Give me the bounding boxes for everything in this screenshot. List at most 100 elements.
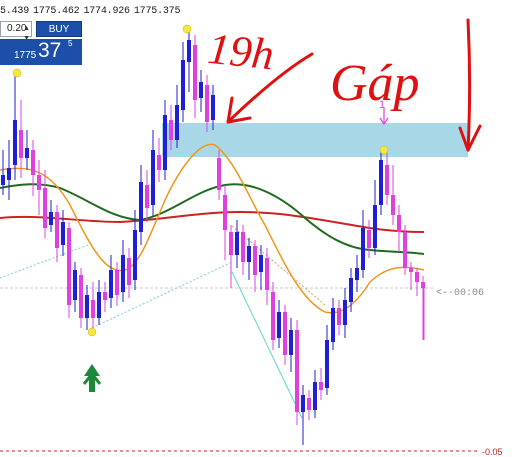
candle-body bbox=[379, 160, 383, 205]
candle-body bbox=[277, 312, 281, 338]
candle-body bbox=[199, 82, 203, 98]
candle-body bbox=[343, 300, 347, 325]
candle-body bbox=[253, 246, 257, 275]
price-small-digit: 5 bbox=[68, 39, 73, 48]
handwritten-time-note: 19h bbox=[205, 24, 276, 80]
candle-body bbox=[373, 205, 377, 248]
candle-body bbox=[157, 155, 161, 170]
candle-body bbox=[133, 230, 137, 280]
candle-body bbox=[61, 222, 65, 245]
candle-body bbox=[37, 175, 41, 190]
candle-body bbox=[91, 300, 95, 318]
up-arrow-icon bbox=[82, 364, 102, 392]
candle-body bbox=[319, 382, 323, 390]
candle-body bbox=[301, 395, 305, 412]
candle-body bbox=[145, 185, 149, 208]
candle-body bbox=[235, 232, 239, 255]
handwritten-down-arrow-icon bbox=[458, 18, 482, 152]
candle-body bbox=[307, 398, 311, 410]
candle-body bbox=[7, 168, 11, 180]
fractal-down-marker-icon bbox=[379, 108, 389, 126]
buy-button[interactable]: BUY bbox=[36, 21, 82, 37]
candle-body bbox=[211, 95, 215, 120]
candle-body bbox=[97, 292, 101, 318]
candle-body bbox=[181, 60, 185, 110]
candle-body bbox=[85, 295, 89, 318]
candle-body bbox=[241, 232, 245, 262]
candle-body bbox=[13, 120, 17, 165]
lot-size-value: 0.20 bbox=[7, 23, 27, 34]
candle-body bbox=[385, 165, 389, 195]
price-prefix: 1775 bbox=[14, 50, 37, 61]
candle-body bbox=[283, 312, 287, 355]
handwritten-arrow-icon bbox=[226, 52, 314, 124]
bar-countdown: <--00:06 bbox=[436, 288, 485, 299]
candle-body bbox=[115, 270, 119, 295]
lot-size-input[interactable]: 0.20 ▲▼ bbox=[0, 21, 32, 42]
candle-body bbox=[289, 330, 293, 355]
candlestick-series bbox=[1, 30, 425, 445]
support-line-dashed-2 bbox=[91, 261, 233, 329]
candle-body bbox=[43, 188, 47, 228]
candle-body bbox=[49, 212, 53, 225]
candle-body bbox=[25, 148, 29, 158]
candle-body bbox=[229, 232, 233, 255]
gap-zone bbox=[162, 123, 468, 157]
candle-body bbox=[1, 175, 5, 185]
candle-body bbox=[139, 182, 143, 232]
buy-price-box[interactable]: 1775 37 5 bbox=[0, 39, 82, 65]
quote-bar: 5.439 1775.462 1774.926 1775.375 bbox=[0, 6, 184, 20]
candle-body bbox=[415, 272, 419, 282]
candle-body bbox=[421, 282, 425, 288]
candle-body bbox=[367, 230, 371, 248]
candle-body bbox=[55, 212, 59, 248]
candle-body bbox=[391, 195, 395, 215]
candle-body bbox=[295, 330, 299, 412]
lot-stepper-icon[interactable]: ▲▼ bbox=[23, 25, 30, 42]
candle-body bbox=[67, 228, 71, 305]
candle-body bbox=[121, 255, 125, 292]
candle-body bbox=[79, 275, 83, 318]
candle-body bbox=[193, 45, 197, 100]
candle-body bbox=[361, 228, 365, 270]
zigzag-down-line bbox=[231, 271, 303, 419]
fractal-dot bbox=[87, 327, 97, 337]
candle-body bbox=[127, 258, 131, 285]
quote-value: 1775.375 bbox=[133, 6, 181, 17]
candle-body bbox=[265, 258, 269, 290]
bottom-price-label: -0.05 bbox=[482, 447, 503, 457]
candle-body bbox=[103, 292, 107, 300]
candle-body bbox=[313, 382, 317, 410]
quote-value: 1774.926 bbox=[83, 6, 130, 17]
candle-body bbox=[331, 308, 335, 342]
candle-body bbox=[19, 130, 23, 158]
candle-body bbox=[397, 215, 401, 232]
handwritten-gap-note: Gáp bbox=[330, 55, 420, 112]
candle-body bbox=[163, 115, 167, 170]
candle-body bbox=[325, 340, 329, 388]
candle-body bbox=[169, 120, 173, 140]
candle-body bbox=[73, 270, 77, 300]
candle-body bbox=[187, 40, 191, 62]
candle-body bbox=[217, 158, 221, 190]
candle-body bbox=[403, 232, 407, 268]
candle-body bbox=[271, 292, 275, 340]
fractal-down-marker-label: 1 bbox=[379, 99, 385, 111]
fractal-dot bbox=[12, 68, 22, 78]
candle-body bbox=[409, 268, 413, 272]
candle-body bbox=[175, 105, 179, 140]
candle-body bbox=[355, 268, 359, 280]
candle-body bbox=[247, 246, 251, 262]
candle-body bbox=[205, 85, 209, 122]
quote-value: 1775.462 bbox=[33, 6, 80, 17]
candle-body bbox=[151, 150, 155, 205]
candle-body bbox=[259, 255, 263, 272]
quote-value: 5.439 bbox=[0, 6, 30, 17]
candle-body bbox=[109, 270, 113, 298]
candle-body bbox=[337, 308, 341, 325]
one-click-trade-panel: 0.20 ▲▼ BUY 1775 37 5 bbox=[0, 21, 82, 65]
candle-body bbox=[223, 195, 227, 230]
trend-line-dashed bbox=[231, 225, 326, 306]
fractal-dot bbox=[379, 145, 389, 155]
